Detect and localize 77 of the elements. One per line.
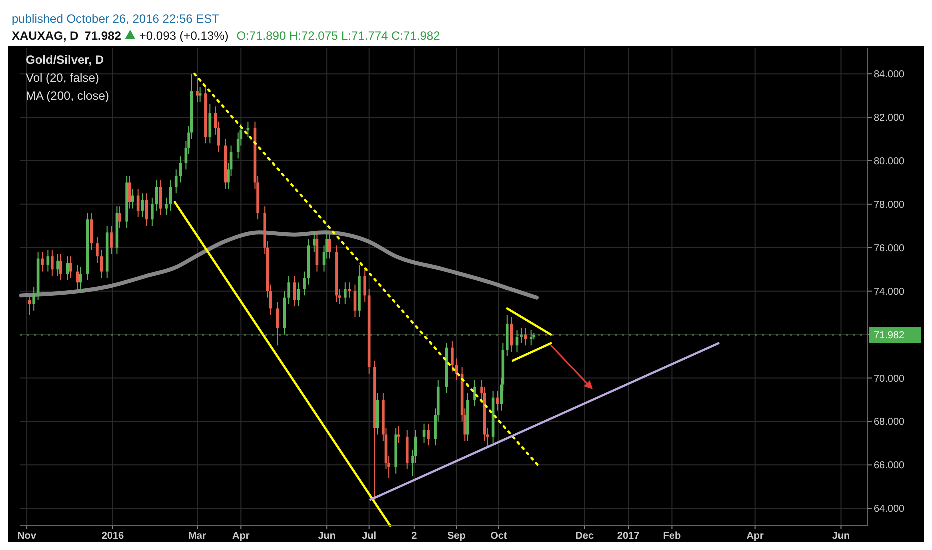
candlestick bbox=[451, 340, 454, 372]
candlestick bbox=[66, 256, 70, 281]
candlestick bbox=[110, 226, 113, 255]
y-tick-label: 78.000 bbox=[874, 200, 906, 211]
y-tick-label: 64.000 bbox=[874, 504, 906, 516]
candlestick bbox=[69, 256, 72, 279]
candlestick bbox=[328, 232, 332, 260]
candlestick bbox=[427, 423, 430, 446]
x-tick-label: Apr bbox=[232, 531, 250, 542]
candlestick bbox=[520, 328, 523, 344]
x-tick-label: Dec bbox=[576, 531, 594, 542]
candlestick bbox=[174, 169, 178, 194]
candlestick bbox=[288, 276, 290, 305]
annotation: Vol (20, false) bbox=[26, 71, 100, 85]
candlestick bbox=[344, 282, 347, 305]
candlestick bbox=[510, 316, 514, 353]
y-tick-label: 74.000 bbox=[874, 286, 906, 298]
candlestick bbox=[41, 252, 44, 272]
candlestick bbox=[151, 197, 154, 227]
x-tick-label: Sep bbox=[448, 531, 466, 542]
candlestick bbox=[398, 426, 400, 444]
x-tick-label: Oct bbox=[490, 531, 508, 542]
candlestick bbox=[474, 380, 476, 407]
candlestick bbox=[364, 269, 367, 303]
candlestick bbox=[28, 293, 32, 316]
x-tick-label: 2 bbox=[412, 531, 418, 542]
candlestick bbox=[530, 330, 533, 346]
candlestick bbox=[276, 302, 280, 346]
candlestick bbox=[298, 282, 300, 308]
candlestick bbox=[100, 250, 104, 279]
y-tick-label: 82.000 bbox=[874, 113, 906, 124]
candlestick bbox=[159, 180, 162, 216]
x-tick-label: Nov bbox=[18, 531, 37, 542]
y-tick-label: 68.000 bbox=[874, 417, 906, 428]
candlestick bbox=[348, 282, 352, 298]
y-tick-label: 66.000 bbox=[874, 460, 906, 472]
text: O:71.890 H:72.075 L:71.774 C:71.982 bbox=[236, 29, 441, 43]
candlestick bbox=[141, 193, 144, 218]
y-tick-label: 80.000 bbox=[874, 156, 906, 168]
candlestick bbox=[165, 197, 168, 216]
x-tick-label: 2016 bbox=[102, 531, 125, 542]
x-tick-label: Jun bbox=[318, 531, 336, 542]
candlestick bbox=[50, 250, 54, 277]
candlestick bbox=[118, 206, 122, 229]
x-tick-label: Mar bbox=[188, 531, 206, 542]
y-tick-label: 84.000 bbox=[874, 70, 906, 81]
candlestick bbox=[32, 286, 36, 312]
candlestick bbox=[303, 271, 306, 296]
candlestick bbox=[312, 232, 316, 253]
candlestick bbox=[179, 156, 182, 184]
x-tick-label: Jun bbox=[832, 531, 850, 542]
candlestick bbox=[136, 188, 140, 218]
candlestick bbox=[59, 254, 62, 281]
y-tick-label: 76.000 bbox=[874, 243, 906, 254]
text: published October 26, 2016 22:56 EST bbox=[12, 12, 220, 26]
candlestick bbox=[131, 188, 134, 210]
x-tick-label: Jul bbox=[362, 531, 377, 542]
ref-line-label: 71.982 bbox=[874, 330, 906, 342]
candlestick bbox=[198, 86, 202, 103]
candlestick bbox=[56, 254, 60, 277]
x-tick-label: 2017 bbox=[617, 531, 640, 542]
candlestick bbox=[46, 250, 50, 272]
text: Gold/Silver, D bbox=[26, 53, 104, 67]
x-tick-label: Feb bbox=[663, 531, 682, 542]
x-tick-label: Apr bbox=[746, 531, 764, 542]
text: 71.982 bbox=[84, 29, 122, 43]
chart-title: XAUXAG, D bbox=[12, 29, 80, 43]
candlestick bbox=[128, 176, 132, 210]
candlestick bbox=[496, 390, 499, 412]
y-tick-label: 70.000 bbox=[874, 374, 906, 385]
candlestick bbox=[96, 236, 99, 264]
candlestick bbox=[155, 180, 158, 212]
annotation: MA (200, close) bbox=[26, 89, 110, 103]
candlestick bbox=[79, 266, 82, 290]
line-series bbox=[19, 230, 539, 300]
text: +0.093 (+0.13%) bbox=[139, 29, 229, 43]
candlestick bbox=[196, 78, 199, 103]
